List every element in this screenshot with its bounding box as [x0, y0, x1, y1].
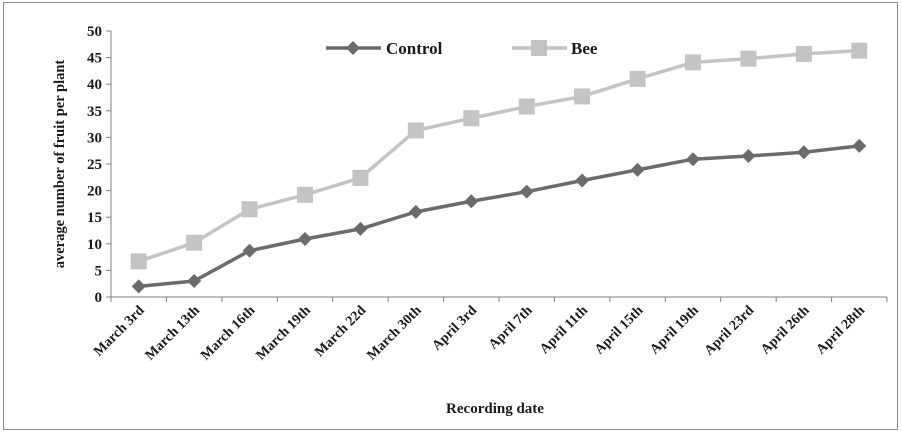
data-point-bee: [407, 122, 424, 139]
x-tick-label: March 30th: [364, 303, 424, 363]
data-point-bee: [740, 50, 757, 67]
data-point-control: [519, 184, 534, 199]
x-tick-label: April 3rd: [430, 303, 481, 354]
x-tick-label: April 19th: [647, 303, 701, 357]
y-tick-label: 50: [87, 24, 102, 40]
x-tick-label: April 28th: [814, 303, 868, 357]
data-point-bee: [685, 54, 701, 71]
data-point-control: [575, 173, 590, 188]
data-point-bee: [629, 70, 646, 87]
y-tick-label: 10: [87, 237, 102, 253]
data-point-bee: [463, 110, 480, 127]
legend-label-control: Control: [386, 39, 443, 58]
y-tick-label: 40: [87, 77, 102, 93]
x-tick-label: April 11th: [537, 303, 591, 357]
y-tick-label: 0: [95, 290, 103, 306]
data-point-bee: [795, 45, 812, 62]
y-tick-label: 45: [87, 51, 102, 67]
x-tick-label: March 13th: [143, 303, 203, 363]
data-point-bee: [186, 234, 203, 251]
data-point-bee: [851, 42, 868, 59]
x-axis-title: Recording date: [446, 401, 544, 417]
data-point-bee: [531, 40, 547, 56]
y-tick-label: 20: [87, 184, 102, 200]
data-point-control: [630, 162, 645, 177]
y-tick-label: 15: [87, 210, 102, 226]
data-point-control: [353, 221, 368, 236]
data-point-bee: [297, 186, 313, 203]
data-point-control: [852, 138, 867, 153]
data-point-control: [346, 41, 360, 55]
data-point-control: [796, 145, 811, 160]
data-point-control: [187, 274, 202, 289]
data-point-bee: [130, 253, 147, 270]
x-tick-label: March 22d: [312, 303, 369, 360]
data-point-control: [741, 149, 756, 164]
y-tick-label: 30: [87, 130, 102, 146]
data-point-control: [298, 232, 312, 247]
x-tick-label: April 7th: [486, 303, 536, 353]
data-point-bee: [352, 169, 369, 186]
chart-frame: 0 5 10 15 20 25 30 35 40 45 50 March 3rd March 13th M…: [3, 2, 898, 430]
data-point-bee: [518, 98, 535, 115]
y-tick-label: 25: [87, 157, 102, 173]
x-tick-label: April 15th: [592, 303, 646, 357]
data-point-bee: [574, 88, 591, 105]
x-tick-label: March 19th: [254, 303, 314, 363]
y-axis-title: average number of fruit per plant: [52, 60, 68, 269]
y-tick-label: 5: [95, 263, 103, 279]
data-point-bee: [241, 201, 258, 218]
y-tick-label: 35: [87, 104, 102, 120]
x-tick-label: April 23rd: [702, 303, 758, 359]
x-tick-label: April 26th: [758, 303, 812, 357]
x-tick-label: March 16th: [198, 303, 258, 363]
data-point-control: [464, 194, 479, 209]
legend-label-bee: Bee: [571, 39, 598, 58]
data-point-control: [686, 152, 700, 167]
x-tick-label: March 3rd: [91, 303, 147, 359]
data-point-control: [242, 243, 257, 258]
series-line-bee: [138, 48, 860, 264]
series-line-control: [138, 144, 860, 289]
data-point-control: [131, 279, 146, 294]
data-point-control: [408, 204, 423, 219]
